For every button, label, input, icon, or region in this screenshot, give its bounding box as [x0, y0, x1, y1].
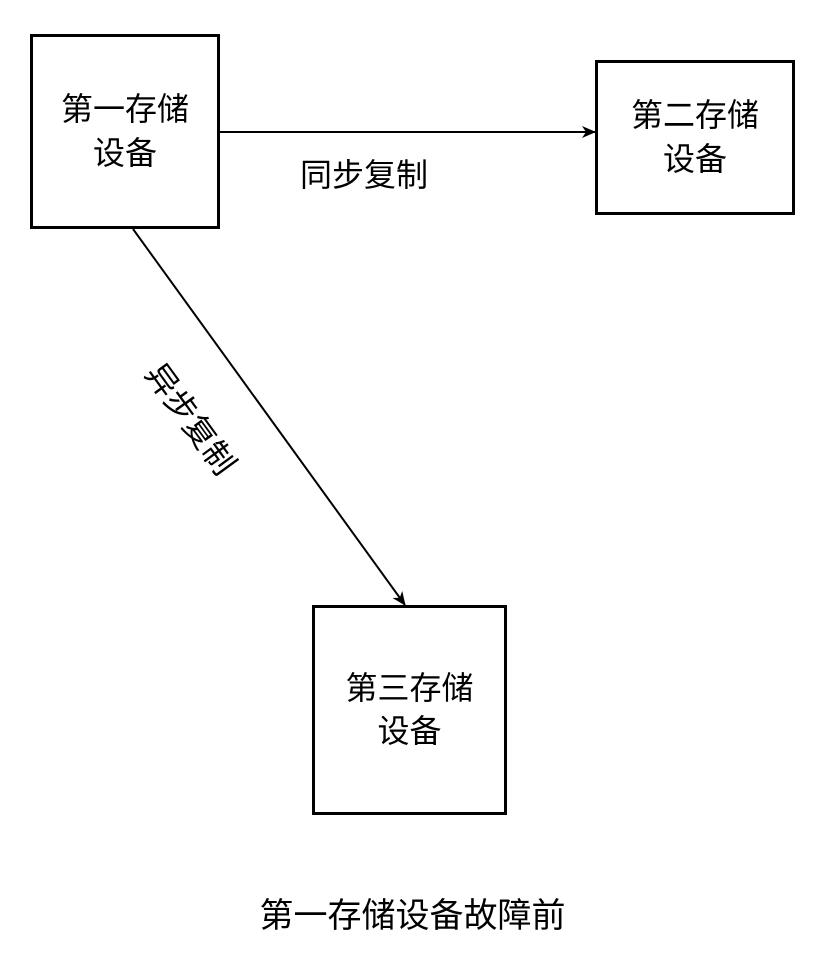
node-third-storage: 第三存储 设备 [312, 605, 507, 815]
node-first-storage: 第一存储 设备 [30, 34, 220, 229]
edge-async-label: 异步复制 [136, 353, 248, 484]
diagram-caption: 第一存储设备故障前 [0, 888, 825, 937]
node-first-storage-label: 第一存储 设备 [61, 88, 189, 174]
node-second-storage: 第二存储 设备 [595, 60, 795, 215]
diagram-canvas: 第一存储 设备 第二存储 设备 第三存储 设备 同步复制 异步复制 第一存储设备… [0, 0, 825, 969]
node-third-storage-label: 第三存储 设备 [345, 667, 473, 753]
edge-sync-label: 同步复制 [300, 150, 428, 196]
node-second-storage-label: 第二存储 设备 [631, 94, 759, 180]
